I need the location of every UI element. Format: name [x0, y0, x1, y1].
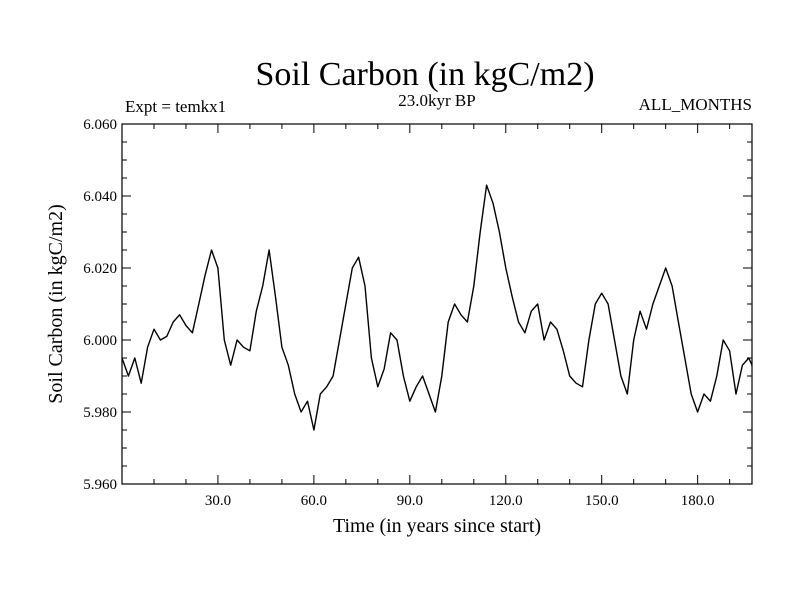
experiment-label: Expt = temkx1: [125, 97, 226, 116]
plot-frame: [121, 123, 753, 485]
tick-marks: [122, 124, 752, 484]
x-tick-label: 30.0: [205, 493, 231, 509]
x-tick-label: 90.0: [397, 493, 423, 509]
y-tick-label: 6.020: [83, 261, 117, 277]
y-tick-label: 5.960: [83, 477, 117, 493]
x-tick-label: 60.0: [301, 493, 327, 509]
y-axis-label: Soil Carbon (in kgC/m2): [45, 204, 67, 403]
x-tick-label: 150.0: [585, 493, 619, 509]
series-line-soil-carbon: [121, 184, 753, 431]
tick-labels: 30.0 60.0 90.0 120.0 150.0 180.0 5.960 5.980 6.0…: [83, 117, 714, 509]
y-tick-label: 6.000: [83, 333, 117, 349]
x-tick-label: 120.0: [489, 493, 523, 509]
y-tick-label: 6.040: [83, 189, 117, 205]
x-tick-label: 180.0: [681, 493, 715, 509]
y-tick-label: 6.060: [83, 117, 117, 133]
x-axis-label: Time (in years since start): [333, 515, 541, 537]
chart-title: Soil Carbon (in kgC/m2): [255, 56, 594, 93]
period-label: 23.0kyr BP: [398, 91, 475, 110]
y-tick-label: 5.980: [83, 405, 117, 421]
months-label: ALL_MONTHS: [639, 95, 752, 114]
